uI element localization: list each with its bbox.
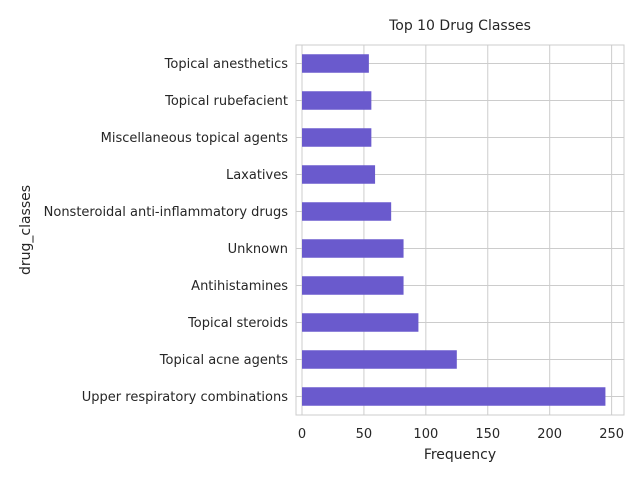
y-tick-label: Unknown — [228, 242, 288, 257]
y-tick-label: Miscellaneous topical agents — [101, 131, 289, 146]
bar — [302, 202, 392, 221]
y-tick-label: Topical anesthetics — [164, 57, 289, 72]
bar — [302, 276, 404, 295]
y-tick-label: Nonsteroidal anti-inflammatory drugs — [44, 205, 289, 220]
bars — [302, 54, 606, 406]
x-tick-label: 0 — [298, 427, 306, 442]
bar — [302, 350, 457, 369]
y-tick-label: Upper respiratory combinations — [82, 390, 288, 405]
y-tick-label: Laxatives — [226, 168, 288, 183]
y-tick-label: Topical acne agents — [159, 353, 288, 368]
x-tick-label: 50 — [356, 427, 373, 442]
x-axis-label: Frequency — [424, 447, 496, 463]
bar — [302, 239, 404, 258]
x-tick-label: 250 — [599, 427, 624, 442]
x-tick-labels: 0 50 100 150 200 250 — [298, 427, 624, 442]
chart-title: Top 10 Drug Classes — [388, 18, 531, 34]
bar — [302, 91, 372, 110]
y-axis-label: drug_classes — [18, 185, 34, 275]
bar — [302, 387, 606, 406]
bar — [302, 54, 369, 73]
y-tick-label: Antihistamines — [191, 279, 288, 294]
bar — [302, 128, 372, 147]
x-tick-label: 200 — [537, 427, 562, 442]
x-tick-label: 100 — [413, 427, 438, 442]
x-tick-label: 150 — [475, 427, 500, 442]
bar — [302, 165, 376, 184]
y-tick-label: Topical steroids — [187, 316, 288, 331]
y-tick-label: Topical rubefacient — [164, 94, 288, 109]
y-tick-labels: Upper respiratory combinations Topical ac… — [44, 57, 289, 405]
bar — [302, 313, 419, 332]
